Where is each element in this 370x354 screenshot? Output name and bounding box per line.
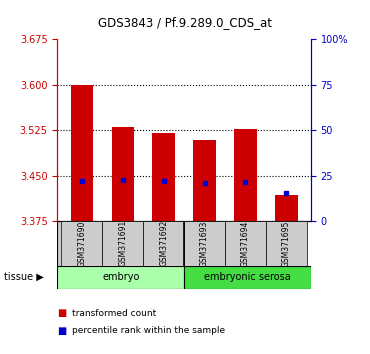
Text: GSM371691: GSM371691 [118,220,127,267]
Text: ■: ■ [57,308,67,318]
Bar [234,129,257,221]
Bar [61,221,102,266]
Bar [275,195,297,221]
Bar [184,266,311,289]
Bar [184,221,225,266]
Bar [71,85,93,221]
Bar [143,221,184,266]
Text: GSM371694: GSM371694 [241,220,250,267]
Bar [193,141,216,221]
Text: GSM371690: GSM371690 [77,220,86,267]
Text: transformed count: transformed count [72,309,157,318]
Bar [111,127,134,221]
Text: GSM371692: GSM371692 [159,220,168,267]
Bar [225,221,266,266]
Text: tissue ▶: tissue ▶ [4,272,43,282]
Text: GSM371695: GSM371695 [282,220,291,267]
Bar [152,133,175,221]
Text: GDS3843 / Pf.9.289.0_CDS_at: GDS3843 / Pf.9.289.0_CDS_at [98,16,272,29]
Text: ■: ■ [57,326,67,336]
Bar [266,221,307,266]
Text: GSM371693: GSM371693 [200,220,209,267]
Bar [102,221,143,266]
Text: percentile rank within the sample: percentile rank within the sample [72,326,225,336]
Bar [57,266,184,289]
Text: embryonic serosa: embryonic serosa [204,272,291,282]
Text: embryo: embryo [102,272,139,282]
